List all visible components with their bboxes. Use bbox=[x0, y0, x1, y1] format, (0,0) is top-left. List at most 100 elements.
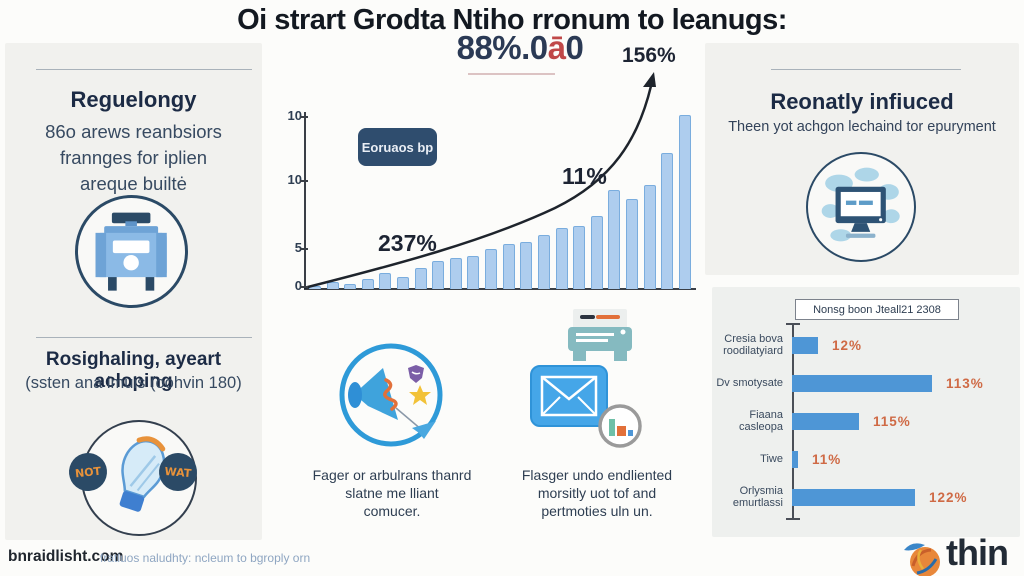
caption-line: pertmoties uln un. bbox=[541, 503, 653, 519]
caption-left: Fager or arbulrans thanrd slatne me llia… bbox=[292, 466, 492, 520]
caption-right: Flasger undo endliented morsitly uot tof… bbox=[497, 466, 697, 520]
hbar bbox=[792, 412, 859, 430]
growth-bars bbox=[309, 115, 691, 289]
growth-bar bbox=[432, 261, 445, 289]
caption-line: Fager or arbulrans thanrd bbox=[312, 467, 472, 483]
x-axis bbox=[304, 288, 696, 290]
y-tick-mark bbox=[300, 248, 308, 250]
left-panel: Reguelongy 86o arews reanbsiors frannges… bbox=[5, 43, 262, 540]
hbar-label: Cresia bova roodilatyiard bbox=[712, 333, 792, 357]
left-section1-line: 86o arews reanbsiors bbox=[45, 121, 222, 142]
axis-tick bbox=[786, 323, 800, 325]
growth-bar bbox=[502, 244, 515, 289]
caption-line: morsitly uot tof and bbox=[537, 485, 657, 501]
hbar-label-line: Cresia bova bbox=[724, 333, 783, 345]
hbar-label-line: Fiaana bbox=[749, 409, 783, 421]
growth-bar bbox=[625, 199, 638, 289]
logo-text: thin bbox=[946, 532, 1009, 573]
growth-bar bbox=[608, 190, 621, 289]
stats-badge-icon bbox=[598, 404, 642, 448]
hbar-value: 12% bbox=[832, 337, 863, 353]
headline-pre: 88%.0 bbox=[456, 29, 549, 66]
left-section1-line: frannges for iplien bbox=[59, 147, 208, 168]
hbar-chart-header: Nonsg boon Jteall21 2308 bbox=[795, 299, 959, 320]
hbar-row: Fiaana casleopa 115% bbox=[712, 402, 1012, 440]
hbar-value: 11% bbox=[812, 451, 842, 467]
hbar-row: Tiwe 11% bbox=[712, 440, 1012, 478]
machine-icon bbox=[75, 195, 188, 308]
y-tick-mark bbox=[300, 180, 308, 182]
growth-bar bbox=[678, 115, 691, 289]
growth-y-axis-labels: 10 10 5 0 bbox=[280, 0, 302, 300]
hbar-label-line: emurtlassi bbox=[732, 497, 783, 509]
hbar-label: Tiwe bbox=[712, 453, 792, 465]
legend-box: Eoruaos bp bbox=[358, 128, 437, 166]
growth-bar bbox=[397, 277, 410, 289]
hbar bbox=[792, 336, 818, 354]
printer-icon bbox=[563, 308, 637, 362]
left-section1-heading: Reguelongy bbox=[70, 87, 197, 112]
growth-bar bbox=[537, 235, 550, 289]
hbar-label-line: Dv smotysate bbox=[716, 377, 783, 389]
footer-tagline: fratluos naludhty: ncleum to bgroply orn bbox=[100, 551, 311, 565]
growth-bar bbox=[344, 284, 357, 289]
hbar-rows: Cresia bova roodilatyiard 12% Dv smotysate 1… bbox=[712, 326, 1012, 516]
growth-bar bbox=[467, 256, 480, 289]
caption-line: Flasger undo endliented bbox=[521, 467, 673, 483]
caption-line: slatne me lliant bbox=[345, 485, 439, 501]
growth-bar bbox=[573, 226, 586, 289]
curve-label-low: 237% bbox=[378, 230, 437, 256]
growth-bar bbox=[449, 258, 462, 289]
hbar-label: Dv smotysate bbox=[712, 377, 792, 389]
growth-curve bbox=[303, 72, 656, 290]
y-tick-label: 0 bbox=[294, 278, 302, 293]
hbar bbox=[792, 450, 798, 468]
hbar bbox=[792, 488, 915, 506]
axis-tick bbox=[786, 518, 800, 520]
growth-bar bbox=[590, 216, 603, 289]
hbar-label-line: Tiwe bbox=[760, 453, 783, 465]
y-tick-label: 10 bbox=[287, 172, 302, 187]
headline-underline bbox=[468, 73, 555, 75]
divider bbox=[771, 69, 961, 70]
growth-bar bbox=[520, 242, 533, 289]
headline-accent: ā bbox=[547, 29, 566, 66]
growth-bar bbox=[643, 185, 656, 289]
y-axis bbox=[304, 112, 306, 290]
left-section2-subheading: (ssten ana imuis (oohvin 180) bbox=[25, 374, 242, 392]
hbar-value: 113% bbox=[946, 375, 984, 391]
divider bbox=[36, 337, 252, 338]
hbar-row: Cresia bova roodilatyiard 12% bbox=[712, 326, 1012, 364]
hbar bbox=[792, 374, 932, 392]
envelope-icon bbox=[530, 365, 608, 427]
y-tick-label: 5 bbox=[294, 240, 302, 255]
hbar-label-line: casleopa bbox=[738, 421, 783, 433]
lightbulb-icon bbox=[119, 435, 165, 512]
logo-swirl-icon bbox=[900, 538, 946, 576]
footer-site: bnraidlisht.com bbox=[8, 548, 124, 565]
megaphone-icon bbox=[338, 342, 444, 448]
hbar-label: Orlysmia emurtlassi bbox=[712, 485, 792, 509]
hbar-value: 122% bbox=[929, 489, 968, 505]
hbar-row: Orlysmia emurtlassi 122% bbox=[712, 478, 1012, 516]
caption-line: comucer. bbox=[363, 503, 421, 519]
page-title: Oi strart Grodta Ntiho rronum to leanugs… bbox=[237, 4, 787, 36]
peak-label: 156% bbox=[622, 44, 676, 67]
y-tick-mark bbox=[300, 116, 308, 118]
growth-bar bbox=[361, 279, 374, 289]
computer-icon bbox=[806, 152, 916, 262]
growth-bar bbox=[485, 249, 498, 289]
hbar-value: 115% bbox=[873, 413, 911, 429]
left-section2-heading: Rosighaling, ayeart acloping bbox=[45, 349, 222, 392]
growth-bar bbox=[661, 153, 674, 289]
growth-bar bbox=[555, 228, 568, 289]
hbar-row: Dv smotysate 113% bbox=[712, 364, 1012, 402]
hbar-label: Fiaana casleopa bbox=[712, 409, 792, 433]
curve-label-high: 11% bbox=[562, 163, 607, 189]
left-section1-line: areque builtė bbox=[80, 173, 187, 194]
hbar-label-line: Orlysmia bbox=[739, 485, 783, 497]
right-heading: Reonatly infiuced bbox=[770, 89, 954, 114]
hbar-chart-panel: Nonsg boon Jteall21 2308 Cresia bova rood… bbox=[712, 287, 1020, 537]
right-panel: Reonatly infiuced Theen yot achgon lecha… bbox=[705, 43, 1019, 275]
